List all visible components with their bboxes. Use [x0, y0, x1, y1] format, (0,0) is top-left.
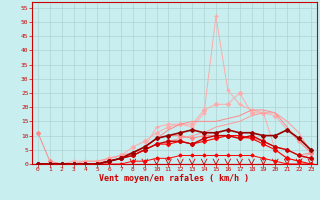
X-axis label: Vent moyen/en rafales ( km/h ): Vent moyen/en rafales ( km/h ): [100, 174, 249, 183]
